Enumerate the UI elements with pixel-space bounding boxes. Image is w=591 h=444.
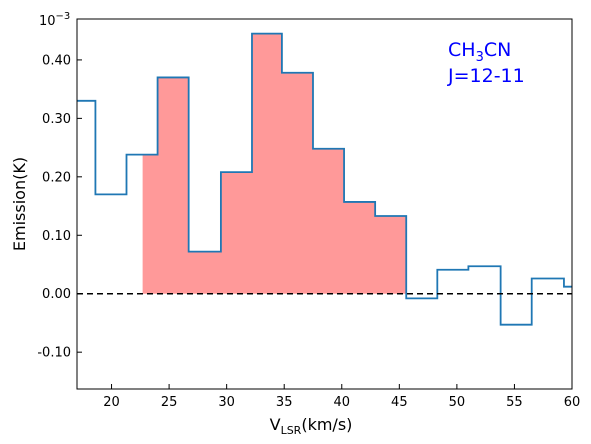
x-axis-ticks: 20 25 30 35 40 45 50 55 60	[103, 384, 580, 410]
x-tick-label: 40	[333, 395, 350, 410]
x-tick-label: 35	[276, 395, 293, 410]
y-tick-label: 0.00	[42, 287, 71, 302]
x-axis-label: VLSR(km/s)	[270, 415, 353, 437]
y-tick-label: 0.20	[42, 170, 71, 185]
x-tick-label: 45	[391, 395, 408, 410]
x-tick-label: 55	[506, 395, 523, 410]
y-axis-label: Emission(K)	[10, 157, 29, 251]
shaded-region	[142, 33, 407, 294]
annotation-transition: J=12-11	[447, 65, 525, 87]
series-step-line	[77, 32, 572, 326]
x-tick-label: 20	[103, 395, 120, 410]
y-scale-label: 10−3	[39, 11, 70, 29]
x-tick-label: 50	[449, 395, 466, 410]
x-tick-label: 30	[218, 395, 235, 410]
plot-frame	[76, 18, 573, 390]
step-line	[77, 32, 572, 326]
x-tick-label: 60	[564, 395, 581, 410]
y-tick-label: 0.10	[42, 229, 71, 244]
y-axis-ticks: -0.10 0.00 0.10 0.20 0.30 0.40	[37, 53, 82, 361]
shaded-area	[142, 33, 407, 294]
y-tick-label: 0.40	[42, 53, 71, 68]
y-tick-label: -0.10	[37, 346, 71, 361]
x-tick-label: 25	[161, 395, 178, 410]
annotation-molecule: CH3CN	[448, 39, 511, 65]
y-tick-label: 0.30	[42, 112, 71, 127]
